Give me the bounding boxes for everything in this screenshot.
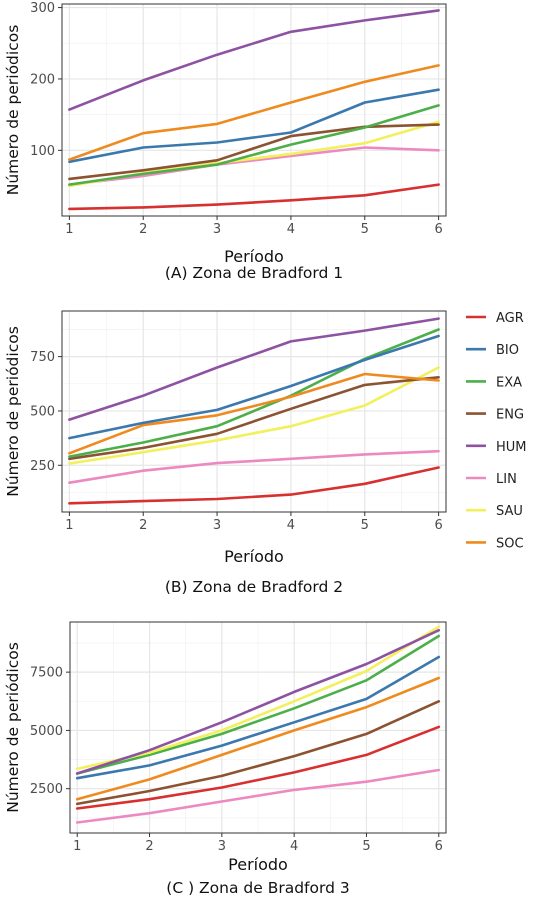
- x-tick-label: 3: [213, 222, 221, 237]
- x-tick-label: 5: [361, 518, 369, 533]
- series-line-bio: [68, 88, 440, 164]
- series-line-lin: [68, 146, 440, 186]
- panel-caption: (B) Zona de Bradford 2: [165, 578, 343, 596]
- plot-border: [61, 310, 447, 513]
- series-line-eng: [75, 699, 441, 806]
- legend: AGR BIO EXA ENG HUM LIN SAU SOC: [466, 311, 527, 551]
- series-line-exa: [68, 104, 440, 186]
- panel-caption: (A) Zona de Bradford 1: [165, 264, 343, 282]
- x-tick-label: 6: [434, 518, 442, 533]
- x-tick-label: 4: [287, 518, 295, 533]
- series-line-hum: [75, 628, 441, 775]
- series-line-bio: [75, 655, 441, 780]
- y-axis-label: Número de periódicos: [4, 326, 22, 497]
- x-tick-label: 5: [362, 839, 370, 854]
- x-tick-label: 2: [145, 839, 153, 854]
- chart-panel-1: 1 2 3 4 5 6 100 200 300 Período Número de periódic…: [4, 1, 447, 282]
- series-line-hum: [68, 317, 440, 421]
- plot-border: [69, 621, 447, 834]
- series-line-agr: [68, 466, 440, 505]
- legend-label-exa: EXA: [496, 375, 522, 390]
- x-axis-label: Período: [228, 855, 288, 874]
- legend-label-agr: AGR: [496, 311, 524, 326]
- series-line-soc: [68, 64, 440, 161]
- x-tick-label: 4: [290, 839, 298, 854]
- x-tick-label: 2: [139, 518, 147, 533]
- series-line-soc: [75, 676, 441, 801]
- legend-label-soc: SOC: [496, 536, 524, 551]
- series-line-lin: [68, 449, 440, 485]
- series-line-soc: [68, 372, 440, 455]
- x-tick-label: 1: [65, 518, 73, 533]
- x-tick-label: 5: [361, 222, 369, 237]
- legend-label-bio: BIO: [496, 343, 519, 358]
- x-tick-label: 3: [213, 518, 221, 533]
- y-tick-label: 200: [30, 72, 55, 87]
- y-tick-label: 500: [30, 404, 55, 419]
- series-line-eng: [68, 375, 440, 461]
- y-tick-label: 100: [30, 144, 55, 159]
- y-tick-label: 300: [30, 1, 55, 16]
- y-tick-label: 2500: [30, 782, 63, 797]
- series-line-hum: [68, 9, 440, 111]
- y-axis-label: Número de periódicos: [4, 642, 22, 813]
- x-tick-label: 6: [434, 222, 442, 237]
- series-line-agr: [68, 183, 440, 211]
- legend-label-hum: HUM: [496, 440, 527, 455]
- y-tick-label: 750: [30, 350, 55, 365]
- panel-caption: (C ) Zona de Bradford 3: [166, 879, 349, 897]
- x-axis-label: Período: [224, 547, 284, 566]
- series-line-agr: [75, 725, 441, 810]
- x-tick-label: 3: [218, 839, 226, 854]
- chart-panel-2: 1 2 3 4 5 6 250 500 750 Período Número de periódic…: [4, 310, 447, 596]
- legend-label-lin: LIN: [496, 472, 517, 487]
- x-tick-label: 1: [65, 222, 73, 237]
- x-axis-label: Período: [224, 247, 284, 266]
- legend-label-eng: ENG: [496, 408, 524, 423]
- series-line-exa: [75, 634, 441, 775]
- x-tick-label: 6: [435, 839, 443, 854]
- x-tick-label: 2: [139, 222, 147, 237]
- series-line-sau: [68, 366, 440, 465]
- y-axis-label: Número de periódicos: [4, 25, 22, 196]
- series-line-exa: [68, 328, 440, 458]
- series-line-eng: [68, 123, 440, 181]
- x-tick-label: 4: [287, 222, 295, 237]
- y-tick-label: 5000: [30, 724, 63, 739]
- legend-label-sau: SAU: [496, 504, 523, 519]
- y-tick-label: 7500: [30, 666, 63, 681]
- series-line-lin: [75, 768, 441, 824]
- x-tick-label: 1: [73, 839, 81, 854]
- series-line-bio: [68, 334, 440, 440]
- y-tick-label: 250: [30, 459, 55, 474]
- plot-border: [61, 3, 447, 217]
- chart-panel-3: 1 2 3 4 5 6 2500 5000 7500 Período Número de perió…: [4, 621, 447, 897]
